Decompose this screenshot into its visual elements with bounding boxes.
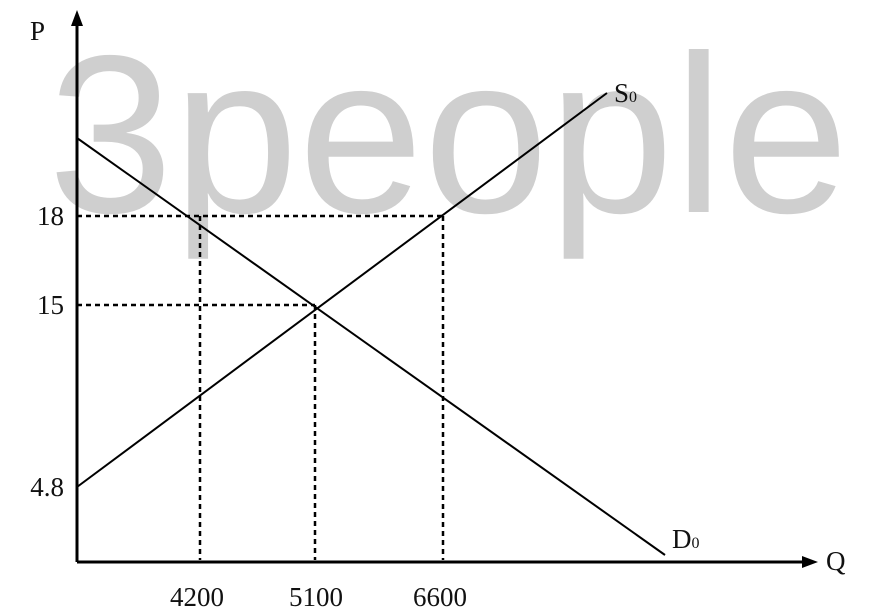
supply-curve: [76, 92, 608, 488]
curve-letter: D: [672, 524, 692, 554]
price-label: 15: [37, 290, 64, 320]
x-axis-label: Q: [826, 546, 846, 576]
curve-letter: S: [614, 78, 629, 108]
quantity-label: 6600: [413, 582, 467, 612]
y-axis-arrow: [71, 10, 83, 26]
price-label: 18: [37, 201, 64, 231]
demand-label: D0: [672, 524, 700, 554]
supply-label: S0: [614, 78, 637, 108]
quantity-label: 5100: [289, 582, 343, 612]
quantity-label: 4200: [170, 582, 224, 612]
demand-curve: [76, 137, 666, 556]
y-axis-label: P: [30, 16, 45, 46]
x-axis-arrow: [802, 556, 818, 568]
curve-subscript: 0: [692, 535, 700, 552]
watermark: 3people: [48, 8, 849, 260]
price-label: 4.8: [30, 472, 64, 502]
curve-subscript: 0: [629, 89, 637, 106]
